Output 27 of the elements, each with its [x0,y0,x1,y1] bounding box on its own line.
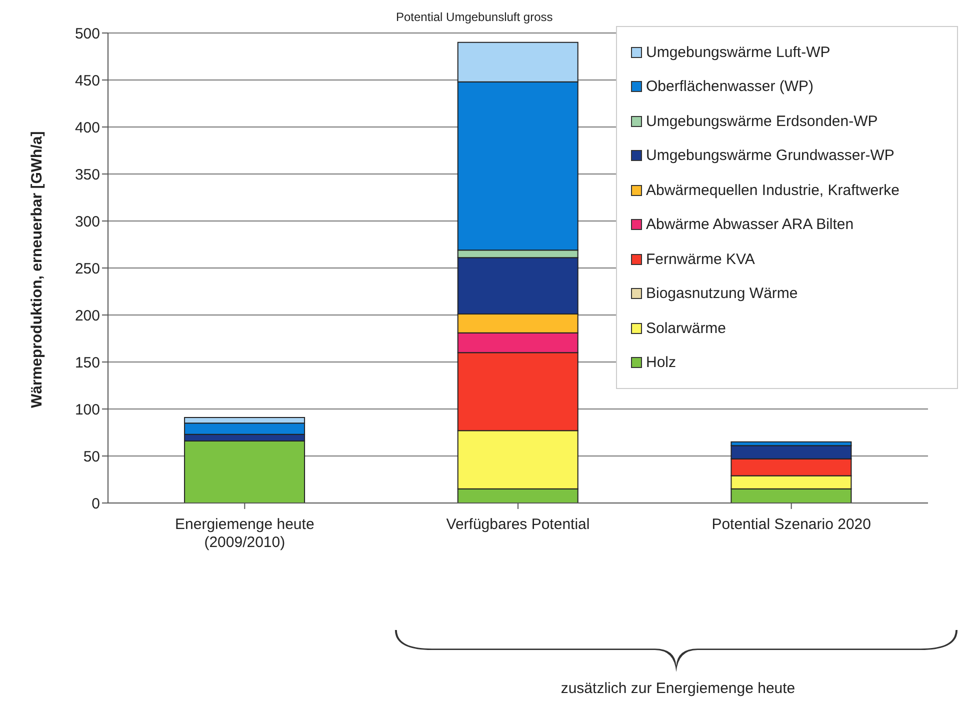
y-tick-label: 100 [74,401,100,418]
legend-label: Umgebungswärme Grundwasser-WP [646,147,894,164]
x-tick-label: Energiemenge heute (2009/2010) [175,516,314,551]
legend-label: Holz [646,354,676,372]
y-tick-label: 200 [74,307,100,324]
x-tick-label: Verfügbares Potential [446,516,590,533]
y-tick-label: 450 [74,72,100,90]
y-tick-label: 250 [74,260,100,278]
y-tick-label: 500 [74,25,100,42]
text: Potential Umgebunsluft gross [396,10,554,25]
y-tick-label: 50 [83,448,100,466]
legend-label: Fernwärme KVA [646,250,755,268]
y-tick-label: 0 [92,495,100,512]
legend-label: Umgebungswärme Luft-WP [646,44,830,61]
legend-label: Biogasnutzung Wärme [646,285,798,302]
y-tick-label: 300 [74,213,100,230]
x-tick-label: Potential Szenario 2020 [712,516,871,533]
legend-label: Abwärmequellen Industrie, Kraftwerke [646,182,900,199]
legend-label: Solarwärme [646,320,726,337]
text: zusätzlich zur Energiemenge heute [560,680,796,697]
legend-label: Umgebungswärme Erdsonden-WP [646,112,878,130]
y-tick-label: 350 [74,166,100,184]
y-tick-label: 400 [74,119,100,136]
y-axis-title: Wärmeproduktion, erneuerbar [GWh/a] [28,131,46,408]
legend-label: Oberflächenwasser (WP) [646,78,814,96]
y-tick-label: 150 [74,354,100,372]
legend-label: Abwärme Abwasser ARA Bilten [646,216,854,234]
